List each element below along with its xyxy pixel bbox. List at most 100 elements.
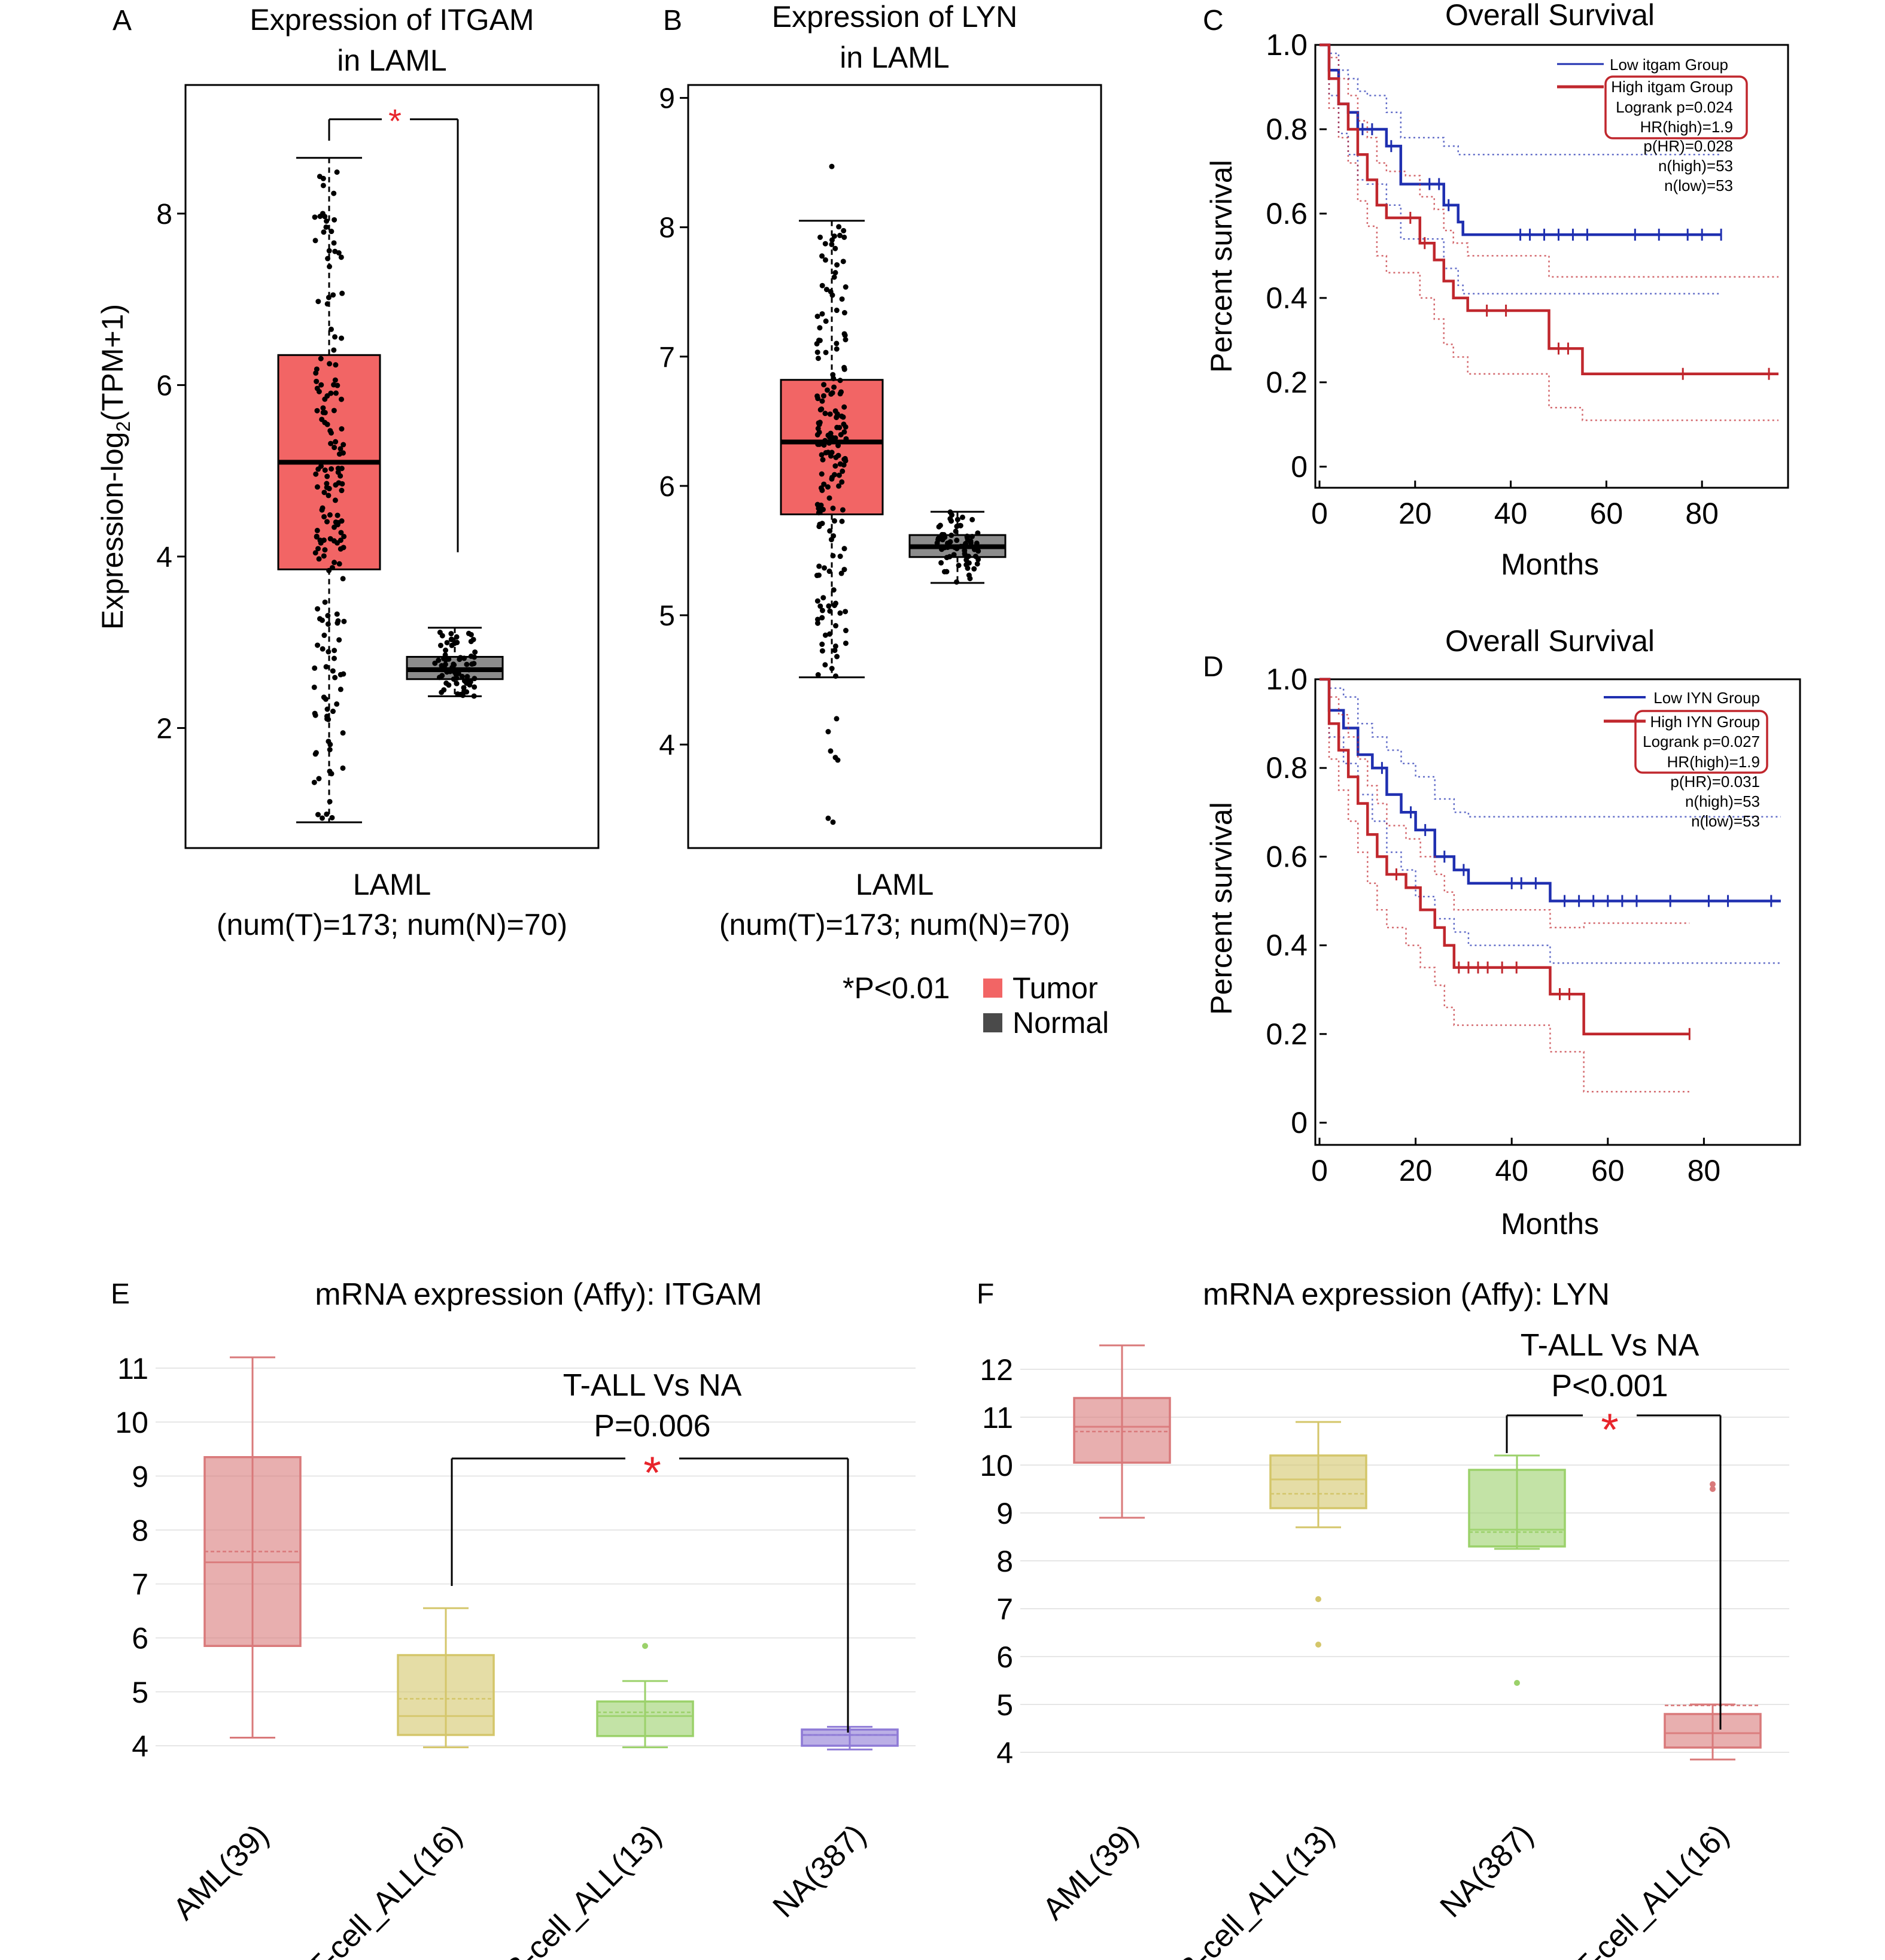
data-point (323, 224, 329, 230)
data-point (819, 642, 825, 648)
data-point (938, 560, 944, 566)
panel-c-stats-box (1604, 75, 1748, 139)
data-point (819, 311, 825, 317)
data-point (459, 673, 465, 679)
y-tick-label: 10 (115, 1406, 148, 1439)
data-point (332, 248, 338, 254)
y-tick-label: 4 (996, 1736, 1013, 1770)
data-point (968, 538, 974, 544)
data-point (843, 609, 849, 615)
panel-f-marks: AML(39) B-cell_ALL(13) NA(387) T-cell_ALL(1… (1036, 1344, 1762, 1960)
data-point (321, 537, 327, 543)
data-point (319, 815, 325, 821)
data-point (324, 706, 330, 712)
panel-c-title: Overall Survival (1445, 0, 1655, 32)
data-point (331, 655, 337, 661)
panel-b-title-line1: Expression of LYN (772, 0, 1017, 34)
panel-b-plot-frame (687, 84, 1102, 849)
data-point (324, 301, 330, 307)
data-point (841, 310, 847, 316)
outlier-point (1315, 1596, 1321, 1602)
y-tick-label: 8 (659, 212, 675, 244)
data-point (832, 643, 838, 649)
outlier-point (1710, 1486, 1716, 1492)
data-point (826, 440, 832, 446)
data-point (843, 436, 849, 442)
data-point (321, 513, 327, 519)
data-point (329, 466, 335, 472)
y-tick-label: 4 (132, 1730, 148, 1763)
data-point (954, 546, 960, 552)
data-point (334, 701, 340, 707)
data-point (829, 666, 835, 671)
data-point (454, 680, 460, 686)
panel-a-title-line1: Expression of ITGAM (250, 3, 534, 37)
data-point (829, 241, 835, 247)
ci-lower-high (1320, 44, 1779, 421)
y-tick-label: 9 (132, 1460, 148, 1493)
panel-a-title-line2: in LAML (337, 44, 446, 77)
data-point (829, 476, 835, 482)
data-point (332, 648, 338, 654)
data-point (832, 648, 838, 654)
data-point (827, 608, 833, 614)
data-point (315, 546, 321, 552)
data-point (341, 533, 347, 539)
data-point (817, 234, 823, 240)
panel-d-xlabel: Months (1501, 1207, 1599, 1241)
x-tick-label: 20 (1398, 497, 1432, 530)
panel-f-annotation-line1: T-ALL Vs NA (1521, 1328, 1699, 1363)
data-point (454, 675, 460, 681)
data-point (823, 287, 829, 293)
data-point (325, 621, 331, 627)
y-tick-label: 5 (659, 600, 675, 632)
data-point (447, 668, 453, 674)
data-point (327, 536, 333, 542)
legend-tumor-swatch (983, 979, 1002, 998)
data-point (322, 420, 328, 426)
category-label: T-cell_ALL(16) (301, 1818, 469, 1960)
data-point (322, 547, 328, 553)
data-point (322, 396, 328, 402)
data-point (335, 620, 340, 626)
data-point (454, 634, 460, 640)
data-point (969, 516, 975, 522)
y-tick-label: 0.6 (1266, 197, 1308, 230)
panel-d-stat-logrank: Logrank p=0.027 (1643, 733, 1760, 750)
data-point (958, 543, 964, 549)
panel-d-stats-box (1634, 710, 1768, 774)
panel-b-title-line2: in LAML (840, 41, 949, 74)
significance-star: * (388, 102, 402, 139)
data-point (954, 537, 960, 543)
outlier-point (828, 748, 834, 754)
data-point (468, 639, 474, 645)
data-point (819, 615, 825, 621)
data-point (313, 471, 319, 477)
panel-d-stat-nhigh: n(high)=53 (1685, 792, 1760, 810)
data-point (331, 408, 337, 414)
data-point (325, 256, 331, 262)
data-point (331, 382, 337, 388)
data-point (830, 553, 836, 559)
data-point (329, 815, 335, 821)
data-point (466, 667, 472, 673)
data-point (834, 654, 840, 660)
outlier-point (1514, 1680, 1520, 1686)
data-point (312, 712, 318, 718)
outlier-point (825, 815, 831, 821)
data-point (825, 484, 831, 490)
data-point (335, 466, 341, 472)
data-point (834, 346, 840, 352)
data-point (442, 666, 448, 671)
outlier-point (835, 757, 841, 763)
data-point (821, 481, 827, 487)
y-tick-label: 0.4 (1266, 929, 1308, 962)
data-point (315, 642, 321, 648)
data-point (338, 254, 344, 260)
data-point (975, 557, 981, 563)
ci-lower-high (1320, 678, 1690, 1093)
data-point (324, 481, 330, 487)
survival-curve-low (1320, 677, 1781, 902)
